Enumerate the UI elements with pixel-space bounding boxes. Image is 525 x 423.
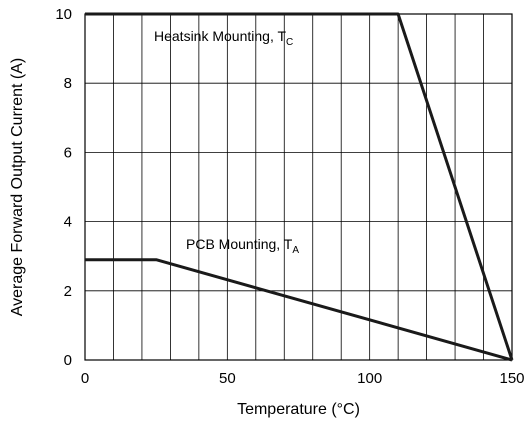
x-tick-labels: 0 50 100 150 [81,370,525,387]
annotation-main: PCB Mounting, T [186,236,293,252]
y-tick-label: 6 [64,144,72,161]
grid-lines [85,14,512,360]
annotation-subscript: A [292,245,299,256]
annotation-subscript: C [286,37,293,48]
series-line-1 [85,258,513,362]
y-tick-label: 2 [64,283,72,300]
y-tick-label: 10 [55,6,72,23]
y-tick-label: 4 [64,214,72,231]
series-line-0 [85,12,514,361]
series-lines [85,12,514,362]
x-tick-label: 150 [499,370,524,387]
series-annotation-pcb: PCB Mounting, TA [186,236,299,256]
plot-area-frame [84,13,513,361]
y-axis-title: Average Forward Output Current (A) [9,58,26,316]
y-tick-label: 8 [64,75,72,92]
x-tick-label: 100 [357,370,382,387]
x-axis-title: Temperature (°C) [237,401,360,418]
y-tick-labels: 0 2 4 6 8 10 [55,6,72,369]
annotation-main: Heatsink Mounting, T [154,28,286,44]
x-tick-label: 0 [81,370,89,387]
series-annotation-heatsink: Heatsink Mounting, TC [154,28,293,48]
y-tick-label: 0 [64,352,72,369]
x-tick-label: 50 [219,370,236,387]
